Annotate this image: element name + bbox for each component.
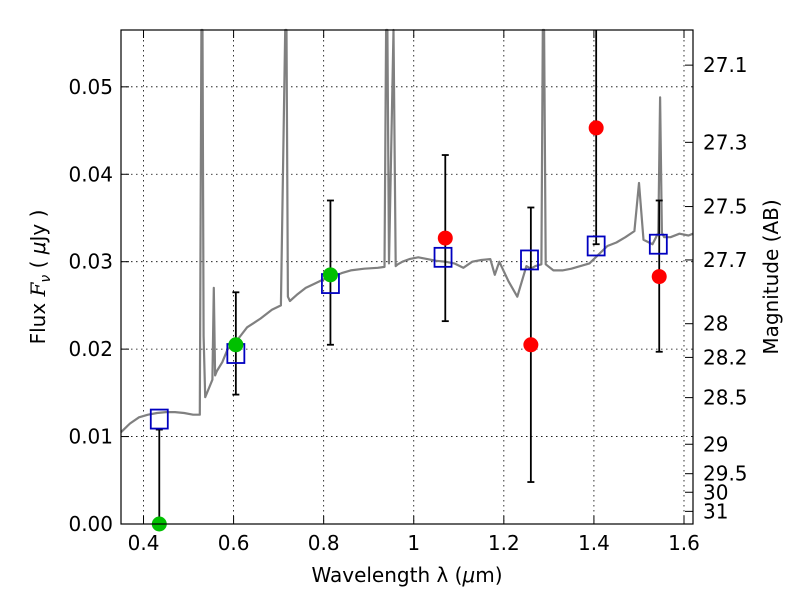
x-tick-label: 1 [407, 531, 420, 555]
magnitude-tick-label: 27.7 [703, 248, 748, 272]
spectrum-series [120, 28, 694, 433]
magnitude-tick-label: 29 [703, 432, 728, 456]
model-photometry-point [433, 246, 453, 268]
magnitude-axis-label: Magnitude (AB) [759, 199, 783, 354]
plot-frame [120, 29, 694, 525]
magnitude-tick-label: 28.2 [703, 345, 748, 369]
magnitude-tick-label: 31 [703, 499, 728, 523]
x-tick-label: 1.4 [578, 531, 610, 555]
model-photometry-point [586, 235, 606, 257]
x-tick-label: 0.4 [128, 531, 160, 555]
magnitude-tick-label: 28 [703, 312, 728, 336]
x-tick-label: 1.2 [488, 531, 520, 555]
error-bars [155, 30, 663, 524]
y-tick-label: 0.00 [68, 512, 113, 536]
y-tick-label: 0.03 [68, 250, 113, 274]
magnitude-tick-label: 27.1 [703, 53, 748, 77]
grid [121, 30, 693, 525]
model-photometry-point [648, 233, 668, 255]
photometry-series [151, 120, 667, 532]
photometry-point [651, 269, 667, 285]
photometry-point [437, 230, 453, 246]
magnitude-tick-label: 27.3 [703, 130, 748, 154]
spectrum-line [120, 28, 694, 433]
y-tick-label: 0.02 [68, 337, 113, 361]
magnitude-tick-label: 28.5 [703, 386, 748, 410]
x-axis-label: Wavelength λ (μm) [311, 563, 502, 587]
y-axis: 0.00 0.01 0.02 0.03 0.04 0.05 [68, 75, 129, 536]
photometry-point [523, 337, 539, 353]
magnitude-tick-label: 30 [703, 480, 728, 504]
x-tick-label: 0.8 [308, 531, 340, 555]
model-photometry-point [520, 249, 539, 271]
photometry-point [322, 267, 338, 283]
y-axis-label: Flux Fν ( μJy ) [26, 210, 54, 345]
y-tick-label: 0.04 [68, 162, 113, 186]
magnitude-tick-label: 27.5 [703, 195, 748, 219]
magnitude-tick-label: 29.5 [703, 462, 748, 486]
photometry-point [228, 337, 244, 353]
x-axis: 0.4 0.6 0.8 1 1.2 1.4 1.6 [128, 30, 700, 555]
photometry-point [588, 120, 604, 136]
y-tick-label: 0.05 [68, 75, 113, 99]
x-tick-label: 0.6 [218, 531, 250, 555]
y-tick-label: 0.01 [68, 425, 113, 449]
model-photometry-point [149, 408, 169, 430]
x-tick-label: 1.6 [668, 531, 700, 555]
